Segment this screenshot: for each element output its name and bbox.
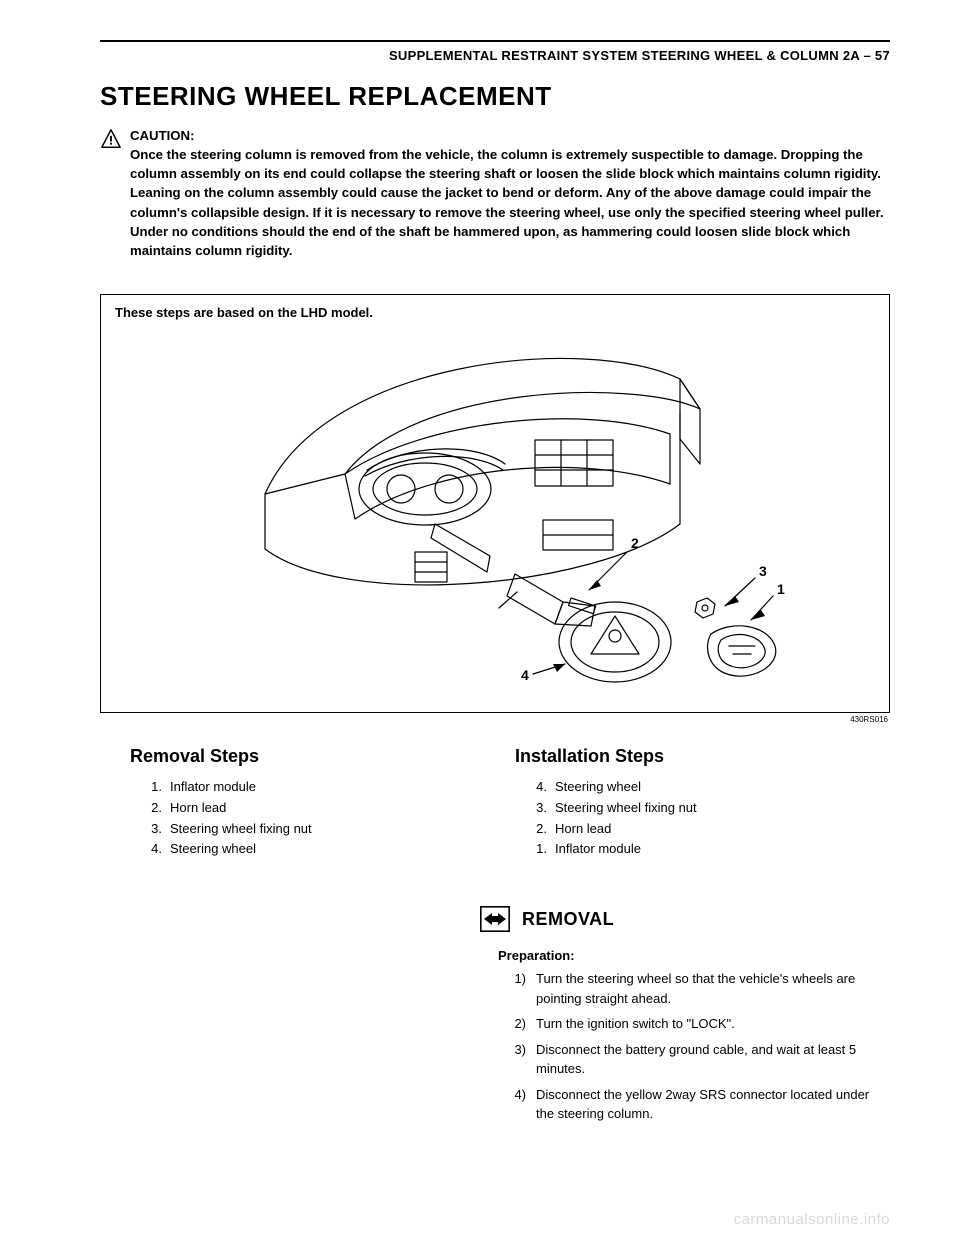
- removal-section: REMOVAL Preparation: 1)Turn the steering…: [480, 906, 890, 1124]
- preparation-label: Preparation:: [498, 948, 890, 963]
- step-num: 4.: [533, 777, 555, 798]
- step-num: 3.: [533, 798, 555, 819]
- caution-label: CAUTION:: [130, 126, 890, 145]
- caution-block: CAUTION: Once the steering column is rem…: [100, 126, 890, 260]
- figure-label-4: 4: [521, 667, 529, 683]
- figure-diagram: 2 3 1 4: [115, 324, 875, 704]
- step-num: 3.: [148, 819, 170, 840]
- figure-id: 430RS016: [100, 715, 890, 724]
- prep-num: 3): [510, 1040, 536, 1079]
- prep-num: 1): [510, 969, 536, 1008]
- header-rule: [100, 40, 890, 42]
- removal-steps-title: Removal Steps: [130, 746, 475, 767]
- prep-num: 2): [510, 1014, 536, 1034]
- list-item: 2.Horn lead: [130, 798, 475, 819]
- list-item: 2.Horn lead: [515, 819, 860, 840]
- step-text: Steering wheel fixing nut: [555, 798, 697, 819]
- list-item: 1)Turn the steering wheel so that the ve…: [480, 969, 890, 1008]
- step-num: 2.: [533, 819, 555, 840]
- caution-text: CAUTION: Once the steering column is rem…: [130, 126, 890, 260]
- figure-label-2: 2: [631, 535, 639, 551]
- warning-triangle-icon: [100, 128, 122, 150]
- list-item: 1.Inflator module: [130, 777, 475, 798]
- watermark: carmanualsonline.info: [734, 1211, 890, 1228]
- step-text: Steering wheel fixing nut: [170, 819, 312, 840]
- installation-steps-col: Installation Steps 4.Steering wheel 3.St…: [515, 746, 860, 860]
- list-item: 4)Disconnect the yellow 2way SRS connect…: [480, 1085, 890, 1124]
- preparation-list: 1)Turn the steering wheel so that the ve…: [480, 969, 890, 1124]
- step-text: Inflator module: [170, 777, 256, 798]
- list-item: 2)Turn the ignition switch to "LOCK".: [480, 1014, 890, 1034]
- step-text: Steering wheel: [170, 839, 256, 860]
- step-text: Horn lead: [555, 819, 611, 840]
- list-item: 3.Steering wheel fixing nut: [515, 798, 860, 819]
- step-text: Inflator module: [555, 839, 641, 860]
- prep-num: 4): [510, 1085, 536, 1124]
- figure-box: These steps are based on the LHD model.: [100, 294, 890, 713]
- step-num: 2.: [148, 798, 170, 819]
- list-item: 3.Steering wheel fixing nut: [130, 819, 475, 840]
- figure-label-3: 3: [759, 563, 767, 579]
- step-text: Horn lead: [170, 798, 226, 819]
- removal-steps-list: 1.Inflator module 2.Horn lead 3.Steering…: [130, 777, 475, 860]
- disassembly-arrows-icon: [480, 906, 510, 932]
- list-item: 1.Inflator module: [515, 839, 860, 860]
- removal-heading-row: REMOVAL: [480, 906, 890, 932]
- steps-columns: Removal Steps 1.Inflator module 2.Horn l…: [130, 746, 860, 860]
- figure-caption: These steps are based on the LHD model.: [115, 305, 875, 320]
- prep-text: Turn the steering wheel so that the vehi…: [536, 969, 890, 1008]
- prep-text: Turn the ignition switch to "LOCK".: [536, 1014, 890, 1034]
- list-item: 4.Steering wheel: [130, 839, 475, 860]
- page: SUPPLEMENTAL RESTRAINT SYSTEM STEERING W…: [0, 0, 960, 1242]
- prep-text: Disconnect the battery ground cable, and…: [536, 1040, 890, 1079]
- prep-text: Disconnect the yellow 2way SRS connector…: [536, 1085, 890, 1124]
- removal-steps-col: Removal Steps 1.Inflator module 2.Horn l…: [130, 746, 475, 860]
- page-title: STEERING WHEEL REPLACEMENT: [100, 81, 890, 112]
- caution-body: Once the steering column is removed from…: [130, 147, 884, 258]
- list-item: 3)Disconnect the battery ground cable, a…: [480, 1040, 890, 1079]
- step-num: 1.: [533, 839, 555, 860]
- step-num: 4.: [148, 839, 170, 860]
- figure-label-1: 1: [777, 581, 785, 597]
- header-section-label: SUPPLEMENTAL RESTRAINT SYSTEM STEERING W…: [100, 48, 890, 63]
- installation-steps-title: Installation Steps: [515, 746, 860, 767]
- list-item: 4.Steering wheel: [515, 777, 860, 798]
- installation-steps-list: 4.Steering wheel 3.Steering wheel fixing…: [515, 777, 860, 860]
- step-text: Steering wheel: [555, 777, 641, 798]
- removal-title: REMOVAL: [522, 909, 614, 930]
- step-num: 1.: [148, 777, 170, 798]
